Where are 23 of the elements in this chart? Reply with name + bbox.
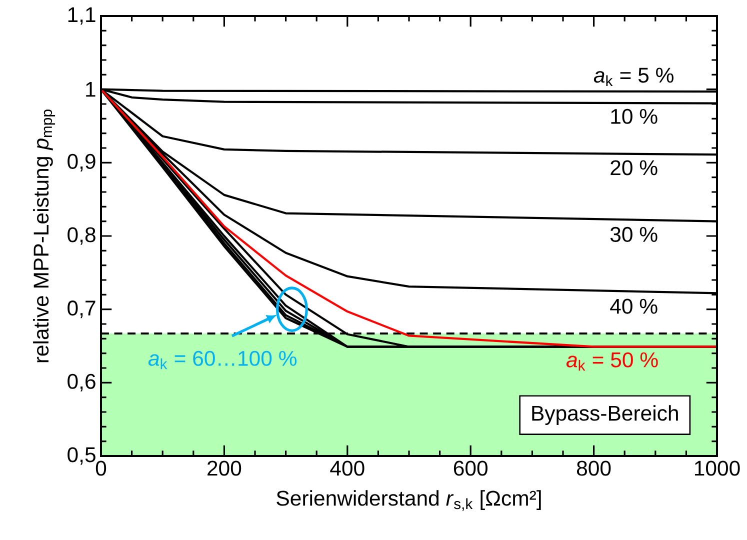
legend-label: a$_{k}$ = 5 % [594, 68, 674, 86]
annotation: a$_{k}$ = 60…100 % [148, 350, 296, 370]
y-tick-label: 0,5 [68, 447, 96, 465]
x-tick-label: 1000 [694, 460, 740, 476]
y-tick-label: 1,1 [68, 7, 96, 25]
y-tick-label: 0,8 [68, 227, 96, 245]
y-tick-label: 0,9 [68, 154, 96, 172]
y-tick-label: 0,6 [68, 374, 96, 392]
legend-label: 20 % [610, 160, 658, 176]
annotation: Bypass-Bereich [532, 405, 678, 425]
y-tick-label: 1 [86, 82, 96, 97]
x-axis-title: Serienwiderstand r$_{s,k}$ [Ωcm²] [276, 490, 541, 511]
x-tick-label: 200 [208, 460, 242, 476]
x-tick-label: 400 [330, 460, 364, 476]
legend-label: 30 % [610, 226, 658, 242]
x-tick-label: 800 [576, 460, 611, 476]
series-label: a$_{k}$ = 50 % [566, 352, 658, 371]
y-axis-title: relative MPP-Leistung p$_{mpp}$ [33, 110, 55, 362]
x-tick-label: 0 [96, 460, 106, 476]
x-tick-label: 600 [454, 460, 488, 476]
y-tick-label: 0,7 [68, 300, 96, 318]
legend-label: 40 % [610, 298, 658, 314]
series-label: 10 % [611, 108, 658, 124]
